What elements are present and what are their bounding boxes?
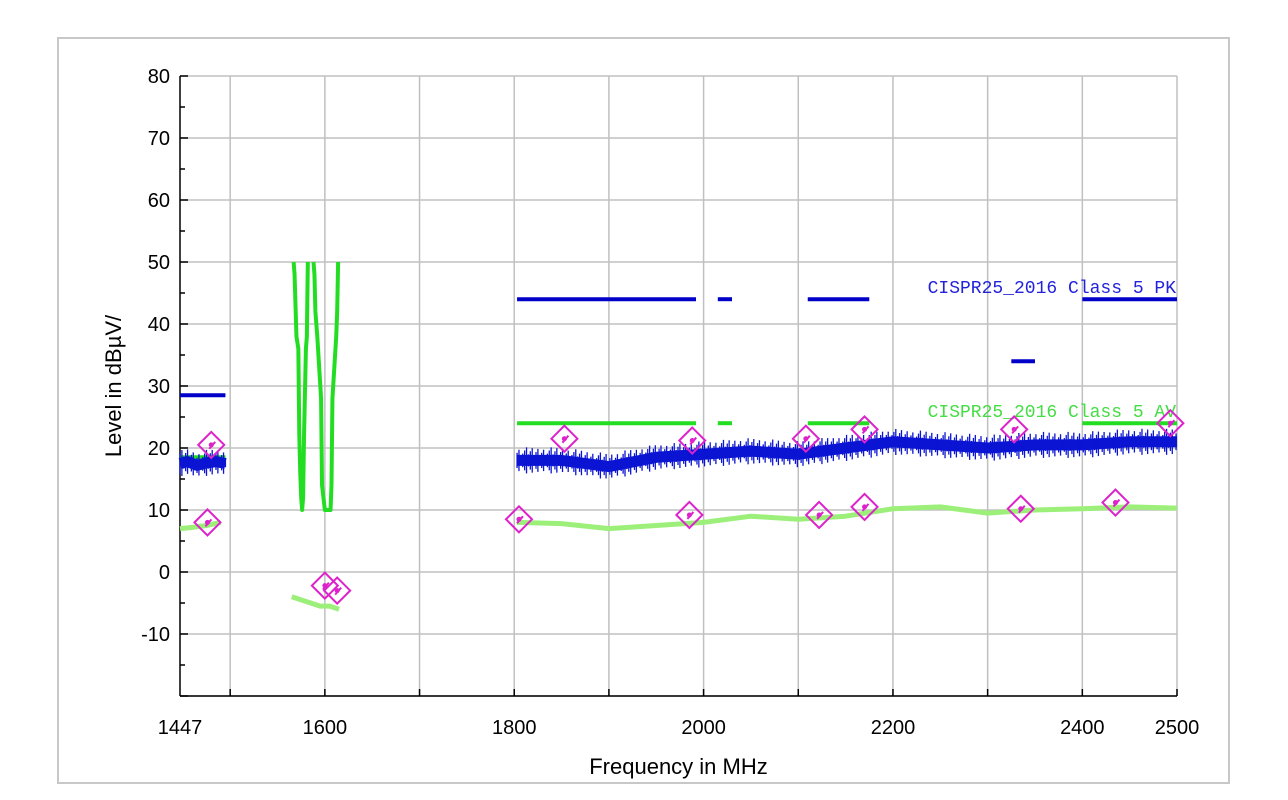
marker-tick	[516, 515, 524, 524]
marker-diamond	[999, 414, 1029, 444]
marker-tick	[861, 503, 870, 512]
y-axis-title: Level in dBµV/	[101, 314, 126, 457]
measurement-marker	[193, 507, 222, 537]
x-tick-label: 2000	[681, 717, 726, 739]
marker-diamond	[791, 424, 821, 454]
x-tick-label: 2200	[871, 717, 916, 739]
x-tick-label: 2500	[1155, 717, 1200, 739]
measurement-marker	[1155, 408, 1185, 438]
x-tick-label: 1447	[158, 717, 203, 739]
marker-diamond	[677, 426, 707, 455]
marker-diamond	[549, 424, 579, 454]
marker-diamond	[1155, 408, 1185, 438]
y-tick-label: 0	[159, 562, 170, 584]
marker-diamond	[1101, 488, 1130, 517]
measurement-marker	[549, 424, 579, 454]
average-trace	[516, 504, 1178, 532]
measurement-marker	[850, 492, 879, 522]
y-tick-label: 30	[148, 376, 170, 398]
marker-tick	[686, 511, 695, 520]
marker-tick	[861, 425, 870, 435]
y-tick-label: 50	[148, 252, 170, 274]
measurement-marker	[1006, 494, 1036, 524]
x-tick-label: 1600	[303, 717, 348, 739]
marker-tick	[689, 436, 697, 446]
limit-label: CISPR25_2016 Class 5 PK	[928, 279, 1177, 299]
marker-diamond	[850, 492, 879, 522]
limit-notch-trace	[311, 261, 341, 512]
axis-layer: -10 0 10 20 30 40 50 60 70 80 1447 1600 1800 2000 2200…	[141, 66, 1199, 739]
y-tick-label: 10	[148, 500, 170, 522]
marker-tick	[204, 518, 213, 528]
measurement-marker	[999, 414, 1029, 444]
marker-tick	[322, 581, 330, 591]
x-tick-label: 1800	[492, 717, 536, 739]
marker-diamond	[674, 500, 704, 530]
marker-tick	[1167, 419, 1176, 428]
limit-label: CISPR25_2016 Class 5 AV	[928, 403, 1177, 423]
x-axis-title: Frequency in MHz	[589, 754, 768, 779]
series-layer: CISPR25_2016 Class 5 PK CISPR25_2016 Clas…	[178, 261, 1178, 612]
marker-diamond	[322, 576, 352, 606]
grid-layer	[180, 75, 1178, 697]
y-tick-label: 40	[148, 314, 170, 336]
measurement-marker	[504, 504, 534, 534]
limit-notch-trace	[291, 261, 310, 512]
marker-tick	[1112, 498, 1121, 508]
x-tick-label: 2400	[1060, 717, 1105, 739]
measurement-marker	[196, 430, 226, 460]
y-tick-label: 20	[148, 438, 170, 460]
measurement-marker	[1101, 488, 1130, 517]
marker-diamond	[193, 507, 222, 537]
marker-diamond	[196, 430, 226, 460]
marker-tick	[1011, 425, 1019, 435]
average-trace	[290, 594, 340, 612]
emc-chart: -10 0 10 20 30 40 50 60 70 80 1447 1600 1800 2000 2200…	[101, 66, 1199, 779]
marker-tick	[803, 435, 811, 444]
marker-diamond	[1006, 494, 1036, 524]
marker-layer	[193, 408, 1185, 606]
y-tick-label: 80	[148, 66, 170, 88]
marker-diamond	[804, 500, 834, 530]
y-tick-label: 60	[148, 190, 170, 212]
marker-tick	[561, 435, 570, 444]
marker-tick	[208, 441, 217, 450]
marker-tick	[334, 586, 342, 596]
peak-noise	[179, 449, 227, 477]
y-tick-label: 70	[148, 128, 170, 150]
marker-diamond	[850, 414, 879, 444]
measurement-marker	[791, 424, 821, 454]
y-tick-label: -10	[141, 624, 170, 646]
measurement-marker	[322, 576, 352, 606]
peak-noise	[516, 428, 1177, 479]
chart-frame: -10 0 10 20 30 40 50 60 70 80 1447 1600 1800 2000 2200…	[57, 37, 1230, 784]
marker-tick	[1018, 505, 1026, 514]
marker-diamond	[504, 504, 534, 534]
marker-tick	[816, 511, 824, 520]
measurement-marker	[804, 500, 834, 530]
measurement-marker	[674, 500, 704, 530]
measurement-marker	[850, 414, 879, 444]
measurement-marker	[677, 426, 707, 455]
